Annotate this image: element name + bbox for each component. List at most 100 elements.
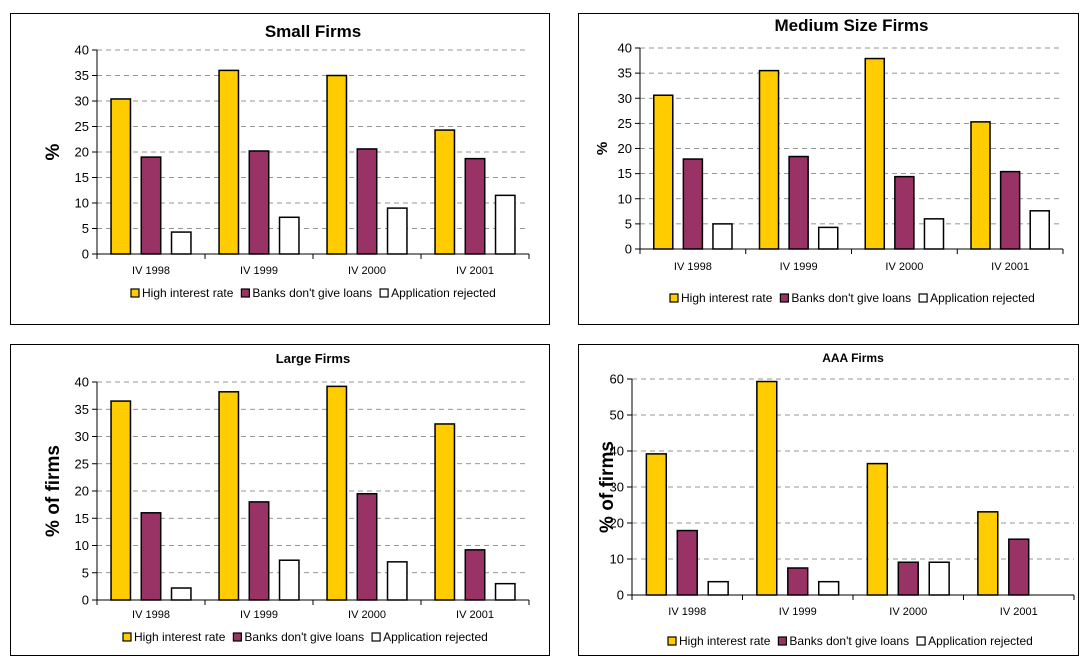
x-tick-label: IV 1999: [779, 606, 817, 618]
bar: [464, 157, 486, 255]
bar: [464, 549, 486, 601]
legend-label: Banks don't give loans: [791, 291, 911, 305]
chart-panel-2: Medium Size Firms 0 5 10 15 20 25 30 35 40% IV 199…: [578, 13, 1079, 325]
y-tick-label: 20: [618, 141, 632, 156]
bar: [788, 155, 809, 250]
y-tick-label: 10: [75, 538, 89, 553]
legend-swatch: [240, 288, 250, 298]
y-tick-label: 30: [618, 91, 632, 106]
bar: [928, 561, 950, 596]
x-tick-label: IV 1999: [240, 265, 278, 277]
bar: [977, 511, 999, 596]
bar: [923, 218, 945, 250]
legend-swatch: [779, 293, 789, 303]
bar: [110, 98, 132, 255]
bar: [218, 391, 240, 601]
bar: [676, 529, 698, 596]
x-tick-label: IV 2001: [456, 265, 494, 277]
bar: [817, 580, 840, 596]
bar: [434, 129, 456, 255]
bar: [787, 567, 809, 596]
bar: [386, 207, 408, 255]
bar: [356, 148, 378, 255]
x-tick-label: IV 2001: [991, 261, 1029, 273]
bar: [434, 423, 456, 601]
x-tick-label: IV 2001: [1000, 606, 1038, 618]
legend-label: High interest rate: [679, 634, 771, 648]
y-tick-label: 25: [618, 116, 632, 131]
y-tick-label: 60: [610, 372, 624, 387]
legend-label: Application rejected: [928, 634, 1033, 648]
chart-frame: [10, 13, 550, 325]
bar: [140, 156, 162, 255]
bar: [326, 74, 348, 255]
bar: [140, 512, 162, 601]
chart-panel-1: Small Firms 0 5 10 15 20 25 30 35 40% IV 1998 IV 19…: [10, 13, 550, 325]
x-tick-label: IV 2001: [456, 609, 494, 621]
bar: [864, 57, 886, 250]
y-axis-label: %: [594, 142, 611, 155]
legend-swatch: [130, 288, 140, 298]
bar: [278, 216, 300, 255]
y-tick-label: 15: [75, 170, 89, 185]
bar: [170, 231, 192, 255]
bar: [894, 175, 915, 250]
y-tick-label: 5: [82, 221, 89, 236]
y-tick-label: 0: [82, 247, 89, 262]
y-tick-label: 40: [75, 375, 89, 390]
x-tick-label: IV 1998: [132, 265, 170, 277]
legend-label: Banks don't give loans: [789, 634, 909, 648]
bar: [712, 223, 733, 250]
bar: [218, 69, 240, 255]
legend-label: High interest rate: [681, 291, 773, 305]
y-axis-label: % of firms: [597, 441, 618, 533]
chart-title: AAA Firms: [822, 351, 884, 365]
bar: [1029, 210, 1051, 250]
y-tick-label: 40: [610, 444, 624, 459]
y-tick-label: 0: [625, 242, 632, 257]
chart-title: Medium Size Firms: [775, 16, 929, 35]
bar: [248, 501, 270, 601]
y-tick-label: 20: [75, 145, 89, 160]
legend-label: High interest rate: [134, 630, 226, 644]
y-tick-label: 0: [617, 588, 624, 603]
bar: [386, 561, 408, 601]
x-tick-label: IV 1998: [132, 609, 170, 621]
x-tick-label: IV 1998: [674, 261, 712, 273]
y-tick-label: 30: [610, 480, 624, 495]
bar: [110, 400, 132, 601]
legend-swatch: [122, 632, 132, 642]
legend-swatch: [669, 293, 679, 303]
chart-title: Large Firms: [276, 351, 350, 366]
x-tick-label: IV 2000: [348, 265, 386, 277]
x-tick-label: IV 2000: [889, 606, 927, 618]
y-tick-label: 30: [75, 429, 89, 444]
y-tick-label: 35: [75, 68, 89, 83]
y-tick-label: 15: [75, 511, 89, 526]
y-tick-label: 5: [625, 216, 632, 231]
legend-label: Banks don't give loans: [244, 630, 364, 644]
legend-swatch: [667, 636, 677, 646]
bar: [494, 194, 516, 255]
bar: [707, 580, 729, 596]
legend-label: Banks don't give loans: [252, 286, 372, 300]
bar: [758, 69, 780, 250]
y-tick-label: 10: [610, 552, 624, 567]
y-tick-label: 40: [618, 41, 632, 56]
bar: [1008, 538, 1030, 596]
legend-swatch: [379, 288, 389, 298]
legend-swatch: [232, 632, 242, 642]
legend-label: High interest rate: [142, 286, 234, 300]
bar: [494, 582, 516, 601]
legend-label: Application rejected: [391, 286, 496, 300]
y-tick-label: 25: [75, 456, 89, 471]
chart-frame: [10, 344, 550, 656]
y-tick-label: 30: [75, 94, 89, 109]
bar: [817, 226, 839, 250]
y-tick-label: 40: [75, 43, 89, 58]
y-axis-label: % of firms: [43, 445, 64, 537]
legend-swatch: [371, 632, 381, 642]
y-tick-label: 5: [82, 565, 89, 580]
